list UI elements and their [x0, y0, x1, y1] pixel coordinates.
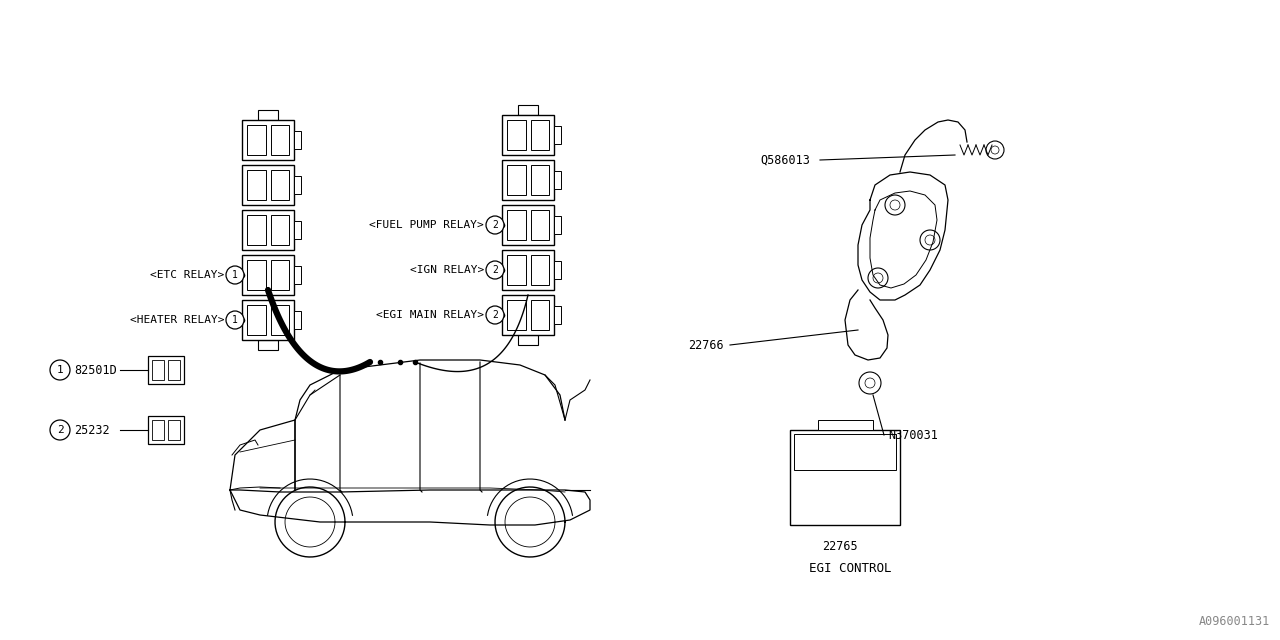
Bar — [152, 420, 164, 440]
Bar — [554, 171, 561, 189]
Bar — [247, 260, 265, 290]
Text: A096001131: A096001131 — [1199, 615, 1270, 628]
Bar — [270, 305, 289, 335]
Bar — [247, 125, 265, 155]
Bar — [242, 165, 294, 205]
Text: <FUEL PUMP RELAY>: <FUEL PUMP RELAY> — [369, 220, 484, 230]
Bar — [818, 420, 873, 430]
Circle shape — [227, 311, 244, 329]
Bar — [554, 126, 561, 144]
Text: 25232: 25232 — [74, 424, 110, 436]
Bar — [247, 305, 265, 335]
Bar — [502, 295, 554, 335]
Text: 2: 2 — [492, 220, 498, 230]
Text: 2: 2 — [56, 425, 64, 435]
Bar — [259, 110, 278, 120]
Bar — [242, 300, 294, 340]
Circle shape — [873, 273, 883, 283]
Circle shape — [859, 372, 881, 394]
Circle shape — [986, 141, 1004, 159]
Text: 82501D: 82501D — [74, 364, 116, 376]
Bar — [554, 216, 561, 234]
Bar — [507, 255, 526, 285]
Circle shape — [50, 420, 70, 440]
Bar — [530, 210, 549, 240]
Bar — [242, 210, 294, 250]
Bar — [270, 260, 289, 290]
Text: <IGN RELAY>: <IGN RELAY> — [410, 265, 484, 275]
Bar — [294, 131, 301, 149]
Bar — [294, 311, 301, 329]
Bar — [507, 300, 526, 330]
Circle shape — [868, 268, 888, 288]
Text: 22766: 22766 — [689, 339, 723, 351]
Circle shape — [991, 146, 998, 154]
Text: 1: 1 — [56, 365, 64, 375]
Bar — [247, 170, 265, 200]
Bar — [242, 120, 294, 160]
Circle shape — [890, 200, 900, 210]
Bar — [152, 360, 164, 380]
Text: <ETC RELAY>: <ETC RELAY> — [150, 270, 224, 280]
Circle shape — [925, 235, 934, 245]
Bar — [554, 306, 561, 324]
Bar — [518, 335, 538, 345]
Bar — [294, 176, 301, 194]
Bar — [247, 215, 265, 245]
Bar — [530, 255, 549, 285]
Bar — [148, 416, 184, 444]
Bar — [507, 120, 526, 150]
Bar — [502, 250, 554, 290]
Bar — [294, 266, 301, 284]
Text: 2: 2 — [492, 265, 498, 275]
Bar — [502, 205, 554, 245]
Circle shape — [50, 360, 70, 380]
Bar — [554, 261, 561, 279]
Bar — [794, 434, 896, 470]
Text: <EGI MAIN RELAY>: <EGI MAIN RELAY> — [376, 310, 484, 320]
Bar — [507, 165, 526, 195]
Text: EGI CONTROL: EGI CONTROL — [809, 562, 891, 575]
Bar — [270, 125, 289, 155]
Bar — [502, 115, 554, 155]
Bar — [507, 210, 526, 240]
Circle shape — [884, 195, 905, 215]
Bar — [148, 356, 184, 384]
Text: <HEATER RELAY>: <HEATER RELAY> — [129, 315, 224, 325]
Circle shape — [920, 230, 940, 250]
Bar — [168, 360, 180, 380]
Bar — [790, 430, 900, 525]
Text: N370031: N370031 — [888, 429, 938, 442]
Bar — [259, 340, 278, 350]
Bar — [294, 221, 301, 239]
Bar — [530, 165, 549, 195]
Text: 22765: 22765 — [822, 540, 858, 553]
Bar — [270, 170, 289, 200]
Text: 1: 1 — [232, 270, 238, 280]
Text: 2: 2 — [492, 310, 498, 320]
Bar — [242, 255, 294, 295]
Bar — [530, 120, 549, 150]
Bar — [518, 105, 538, 115]
Circle shape — [486, 261, 504, 279]
Text: 1: 1 — [232, 315, 238, 325]
Text: Q586013: Q586013 — [760, 154, 810, 166]
Bar — [530, 300, 549, 330]
Circle shape — [865, 378, 876, 388]
Circle shape — [486, 306, 504, 324]
Circle shape — [227, 266, 244, 284]
Bar — [168, 420, 180, 440]
Bar — [270, 215, 289, 245]
Circle shape — [486, 216, 504, 234]
Bar — [502, 160, 554, 200]
